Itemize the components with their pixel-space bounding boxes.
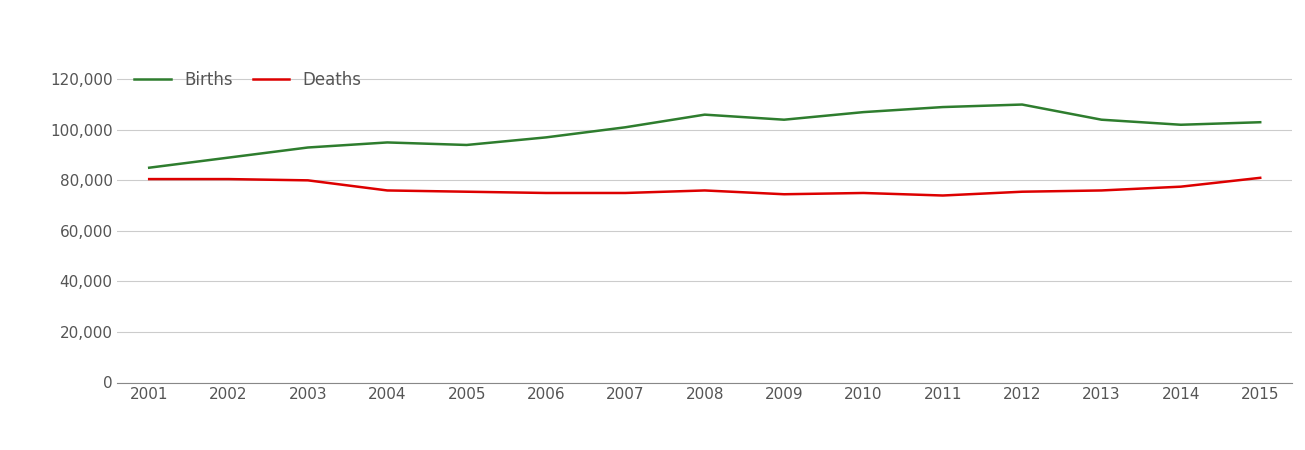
Deaths [697,188,713,193]
Deaths [380,188,395,193]
Births [856,109,872,115]
Deaths [221,176,236,182]
Deaths [856,190,872,196]
Births [1094,117,1109,122]
Births [934,104,950,110]
Births [617,125,633,130]
Deaths [934,193,950,198]
Births [776,117,792,122]
Births [141,165,157,171]
Deaths [1253,175,1268,180]
Births [1253,120,1268,125]
Deaths [1173,184,1189,189]
Deaths [538,190,553,196]
Deaths [1014,189,1030,194]
Births [459,142,475,148]
Births [1173,122,1189,127]
Line: Births: Births [149,104,1261,168]
Deaths [1094,188,1109,193]
Births [1014,102,1030,107]
Births [538,135,553,140]
Births [380,140,395,145]
Legend: Births, Deaths: Births, Deaths [125,63,371,97]
Deaths [617,190,633,196]
Deaths [141,176,157,182]
Line: Deaths: Deaths [149,178,1261,195]
Births [221,155,236,160]
Births [697,112,713,117]
Deaths [300,178,316,183]
Births [300,145,316,150]
Deaths [459,189,475,194]
Deaths [776,192,792,197]
